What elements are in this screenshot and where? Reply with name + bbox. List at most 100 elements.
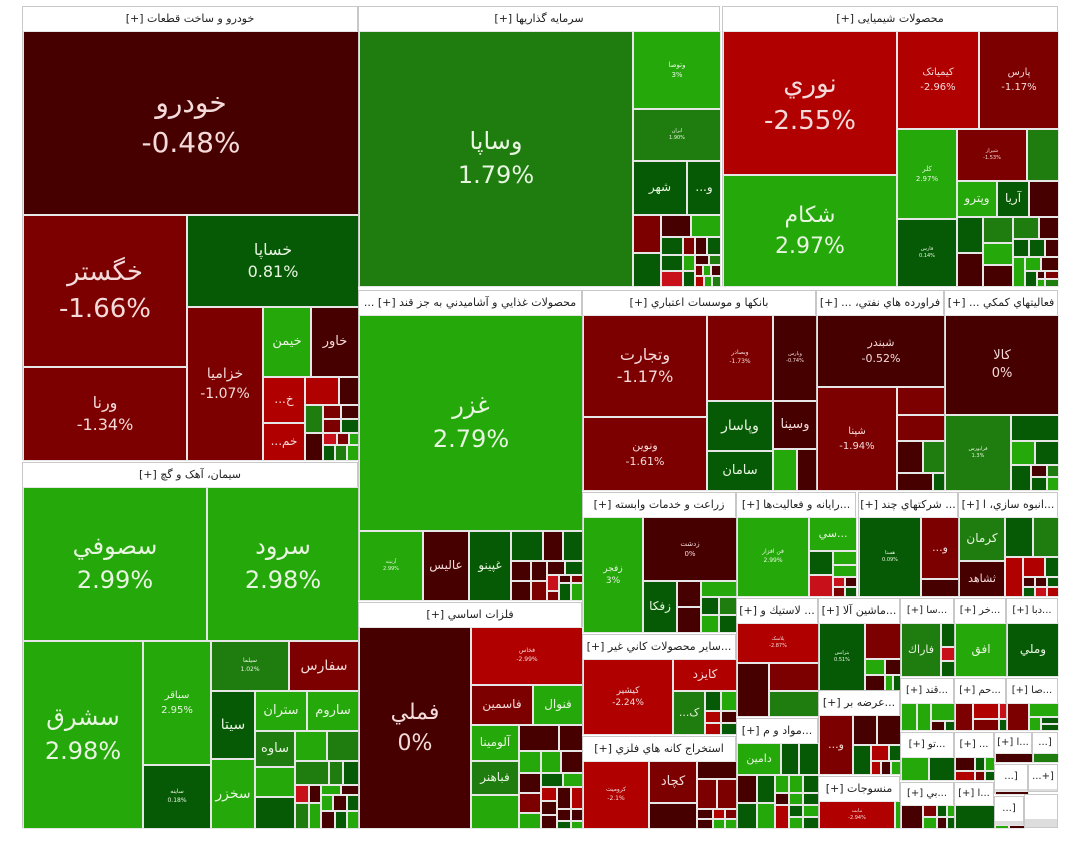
stock-tile[interactable] bbox=[337, 433, 349, 445]
stock-tile[interactable]: فرابورس 1.3% bbox=[945, 415, 1011, 491]
stock-tile[interactable] bbox=[695, 237, 707, 255]
stock-tile[interactable] bbox=[719, 615, 737, 633]
stock-tile[interactable]: سخزر bbox=[211, 759, 255, 829]
stock-tile[interactable] bbox=[833, 577, 845, 587]
stock-tile[interactable] bbox=[309, 785, 321, 803]
stock-tile[interactable] bbox=[803, 805, 819, 817]
sector-header[interactable]: [... bbox=[1033, 733, 1057, 753]
stock-tile[interactable] bbox=[695, 265, 703, 276]
stock-tile[interactable] bbox=[633, 253, 661, 287]
stock-tile[interactable] bbox=[809, 575, 833, 597]
stock-tile[interactable] bbox=[737, 803, 757, 829]
stock-tile[interactable] bbox=[769, 663, 819, 691]
stock-tile[interactable]: فن افزار 2.99% bbox=[737, 517, 809, 597]
sector-header[interactable]: خودرو و ساخت قطعات [+] bbox=[23, 7, 357, 31]
stock-tile[interactable] bbox=[295, 785, 309, 803]
stock-tile[interactable] bbox=[995, 791, 1029, 795]
stock-tile[interactable] bbox=[713, 819, 725, 829]
stock-tile[interactable]: ساوه bbox=[255, 731, 295, 767]
stock-tile[interactable] bbox=[871, 745, 889, 761]
stock-tile[interactable] bbox=[683, 271, 695, 287]
stock-tile[interactable] bbox=[701, 597, 719, 615]
stock-tile[interactable] bbox=[923, 805, 937, 817]
stock-tile[interactable] bbox=[1013, 257, 1025, 287]
stock-tile[interactable] bbox=[541, 773, 563, 787]
stock-tile[interactable] bbox=[713, 809, 725, 819]
stock-tile[interactable] bbox=[563, 773, 583, 787]
stock-tile[interactable] bbox=[1037, 279, 1045, 287]
stock-tile[interactable] bbox=[955, 805, 995, 829]
stock-tile[interactable] bbox=[995, 825, 1009, 829]
stock-tile[interactable] bbox=[541, 751, 561, 773]
stock-tile[interactable] bbox=[937, 805, 947, 817]
stock-tile[interactable] bbox=[769, 691, 819, 717]
stock-tile[interactable] bbox=[973, 703, 999, 719]
stock-tile[interactable]: و... bbox=[921, 517, 959, 579]
stock-tile[interactable] bbox=[957, 253, 983, 287]
stock-tile[interactable] bbox=[341, 419, 359, 433]
stock-tile[interactable] bbox=[1023, 587, 1035, 597]
stock-tile[interactable] bbox=[1013, 217, 1039, 239]
stock-tile[interactable] bbox=[519, 813, 541, 829]
stock-tile[interactable] bbox=[321, 785, 341, 795]
stock-tile[interactable]: خاور bbox=[311, 307, 359, 377]
sector-header[interactable]: محصولات شیمیایی [+] bbox=[723, 7, 1057, 31]
stock-tile[interactable] bbox=[339, 377, 359, 405]
stock-tile[interactable] bbox=[1007, 703, 1029, 731]
stock-tile[interactable] bbox=[955, 757, 975, 771]
sector-header[interactable]: ...خر [+] bbox=[955, 599, 1005, 623]
sector-header[interactable]: ...ا [+] bbox=[995, 733, 1031, 753]
stock-tile[interactable] bbox=[335, 445, 347, 461]
stock-tile[interactable]: ستران bbox=[255, 691, 307, 731]
stock-tile[interactable] bbox=[661, 271, 683, 287]
stock-tile[interactable]: آرنیته 2.99% bbox=[359, 531, 423, 601]
sector-header[interactable]: ...صا [+] bbox=[1007, 679, 1057, 703]
stock-tile[interactable] bbox=[701, 615, 719, 633]
stock-tile[interactable]: وسینا bbox=[773, 401, 817, 449]
stock-tile[interactable] bbox=[721, 691, 737, 711]
stock-tile[interactable] bbox=[983, 243, 1013, 265]
stock-tile[interactable] bbox=[1033, 753, 1059, 763]
stock-tile[interactable] bbox=[897, 387, 945, 415]
stock-tile[interactable] bbox=[737, 775, 757, 803]
stock-tile[interactable] bbox=[563, 531, 583, 561]
stock-tile[interactable] bbox=[557, 787, 571, 809]
stock-tile[interactable]: سامان bbox=[707, 451, 773, 491]
stock-tile[interactable] bbox=[341, 785, 359, 795]
stock-tile[interactable] bbox=[941, 623, 955, 647]
stock-tile[interactable] bbox=[697, 809, 713, 819]
stock-tile[interactable] bbox=[865, 659, 885, 675]
stock-tile[interactable]: وتوصا 3% bbox=[633, 31, 721, 109]
stock-tile[interactable]: وتجارت -1.17% bbox=[583, 315, 707, 417]
stock-tile[interactable] bbox=[929, 757, 955, 781]
stock-tile[interactable]: شیراز -1.53% bbox=[957, 129, 1027, 181]
sector-header[interactable]: ...حم [+] bbox=[955, 679, 1005, 703]
stock-tile[interactable]: وساپا 1.79% bbox=[359, 31, 633, 287]
sector-header[interactable]: [... bbox=[995, 797, 1023, 821]
stock-tile[interactable] bbox=[323, 405, 341, 419]
stock-tile[interactable] bbox=[983, 217, 1013, 243]
stock-tile[interactable] bbox=[1035, 577, 1047, 587]
stock-tile[interactable] bbox=[519, 751, 541, 773]
stock-tile[interactable] bbox=[295, 803, 309, 829]
sector-header[interactable]: ...دبا [+] bbox=[1007, 599, 1057, 623]
stock-tile[interactable]: خیمن bbox=[263, 307, 311, 377]
stock-tile[interactable] bbox=[917, 703, 931, 731]
stock-tile[interactable] bbox=[803, 793, 819, 805]
sector-header[interactable]: فراورده هاي نفتي، ... [+] bbox=[817, 291, 943, 315]
stock-tile[interactable] bbox=[845, 577, 857, 587]
stock-tile[interactable] bbox=[941, 661, 955, 677]
stock-tile[interactable]: فارس 0.14% bbox=[897, 219, 957, 287]
stock-tile[interactable]: کرومیت -2.1% bbox=[583, 761, 649, 829]
stock-tile[interactable] bbox=[705, 691, 721, 711]
stock-tile[interactable] bbox=[721, 723, 737, 735]
stock-tile[interactable] bbox=[1045, 239, 1059, 257]
stock-tile[interactable] bbox=[709, 255, 721, 265]
stock-tile[interactable] bbox=[897, 415, 945, 441]
stock-tile[interactable] bbox=[983, 265, 1013, 287]
stock-tile[interactable] bbox=[901, 805, 923, 829]
stock-tile[interactable] bbox=[329, 761, 343, 785]
stock-tile[interactable] bbox=[853, 745, 871, 775]
stock-tile[interactable] bbox=[865, 623, 901, 659]
stock-tile[interactable]: غزر 2.79% bbox=[359, 315, 583, 531]
